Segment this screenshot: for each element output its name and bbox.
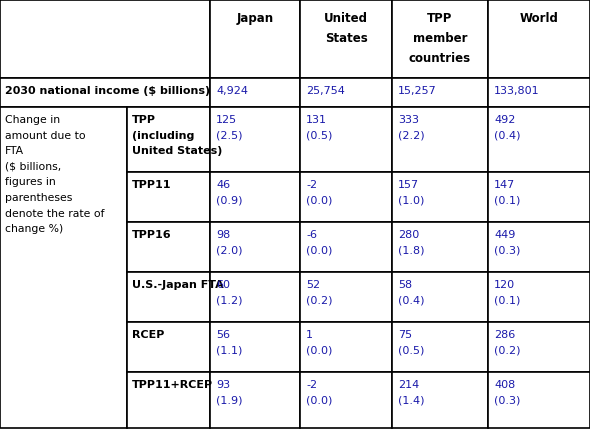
Bar [210, 272, 300, 322]
Bar [300, 107, 392, 172]
Bar [210, 78, 300, 107]
Bar [210, 107, 300, 172]
Text: 58
(0.4): 58 (0.4) [398, 280, 424, 306]
Text: 1
(0.0): 1 (0.0) [306, 330, 332, 356]
Bar [392, 0, 488, 78]
Text: Change in
amount due to
FTA
($ billions,
figures in
parentheses
denote the rate : Change in amount due to FTA ($ billions,… [5, 115, 104, 234]
Bar [127, 272, 210, 322]
Bar [392, 372, 488, 428]
Bar [300, 0, 392, 78]
Bar [127, 322, 210, 372]
Bar [488, 78, 590, 107]
Text: 120
(0.1): 120 (0.1) [494, 280, 520, 306]
Bar [392, 78, 488, 107]
Bar [127, 107, 210, 172]
Text: 157
(1.0): 157 (1.0) [398, 180, 424, 205]
Bar [488, 107, 590, 172]
Text: 25,754: 25,754 [306, 86, 345, 96]
Bar [488, 0, 590, 78]
Text: 147
(0.1): 147 (0.1) [494, 180, 520, 205]
Bar [392, 172, 488, 222]
Text: 52
(0.2): 52 (0.2) [306, 280, 333, 306]
Text: 333
(2.2): 333 (2.2) [398, 115, 425, 141]
Text: TPP11+RCEP: TPP11+RCEP [132, 380, 213, 390]
Bar [488, 222, 590, 272]
Text: 408
(0.3): 408 (0.3) [494, 380, 520, 406]
Bar [392, 322, 488, 372]
Text: 449
(0.3): 449 (0.3) [494, 230, 520, 256]
Bar [488, 272, 590, 322]
Text: 4,924: 4,924 [216, 86, 248, 96]
Bar [0, 0, 210, 78]
Text: United
States: United States [324, 12, 368, 45]
Bar [127, 222, 210, 272]
Bar [0, 107, 127, 428]
Text: 56
(1.1): 56 (1.1) [216, 330, 242, 356]
Text: U.S.-Japan FTA: U.S.-Japan FTA [132, 280, 224, 290]
Text: 2030 national income ($ billions): 2030 national income ($ billions) [5, 86, 210, 96]
Text: 93
(1.9): 93 (1.9) [216, 380, 242, 406]
Text: -6
(0.0): -6 (0.0) [306, 230, 332, 256]
Bar [392, 107, 488, 172]
Text: -2
(0.0): -2 (0.0) [306, 180, 332, 205]
Bar [210, 172, 300, 222]
Bar [0, 78, 210, 107]
Bar [488, 372, 590, 428]
Text: 492
(0.4): 492 (0.4) [494, 115, 520, 141]
Bar [300, 172, 392, 222]
Text: 60
(1.2): 60 (1.2) [216, 280, 242, 306]
Bar [488, 322, 590, 372]
Text: 131
(0.5): 131 (0.5) [306, 115, 332, 141]
Bar [210, 322, 300, 372]
Text: TPP
member
countries: TPP member countries [409, 12, 471, 65]
Text: 214
(1.4): 214 (1.4) [398, 380, 424, 406]
Bar [210, 372, 300, 428]
Text: RCEP: RCEP [132, 330, 165, 340]
Text: 75
(0.5): 75 (0.5) [398, 330, 424, 356]
Bar [210, 0, 300, 78]
Text: 15,257: 15,257 [398, 86, 437, 96]
Text: TPP11: TPP11 [132, 180, 172, 190]
Bar [392, 272, 488, 322]
Text: 98
(2.0): 98 (2.0) [216, 230, 242, 256]
Text: TPP16: TPP16 [132, 230, 172, 240]
Text: 133,801: 133,801 [494, 86, 540, 96]
Bar [300, 78, 392, 107]
Text: 46
(0.9): 46 (0.9) [216, 180, 242, 205]
Bar [127, 372, 210, 428]
Bar [210, 222, 300, 272]
Bar [300, 272, 392, 322]
Text: TPP
(including
United States): TPP (including United States) [132, 115, 222, 156]
Bar [488, 172, 590, 222]
Text: Japan: Japan [237, 12, 274, 25]
Bar [392, 222, 488, 272]
Bar [300, 372, 392, 428]
Text: 286
(0.2): 286 (0.2) [494, 330, 520, 356]
Bar [300, 322, 392, 372]
Bar [127, 172, 210, 222]
Bar [300, 222, 392, 272]
Text: World: World [520, 12, 559, 25]
Text: 280
(1.8): 280 (1.8) [398, 230, 424, 256]
Text: 125
(2.5): 125 (2.5) [216, 115, 242, 141]
Text: -2
(0.0): -2 (0.0) [306, 380, 332, 406]
